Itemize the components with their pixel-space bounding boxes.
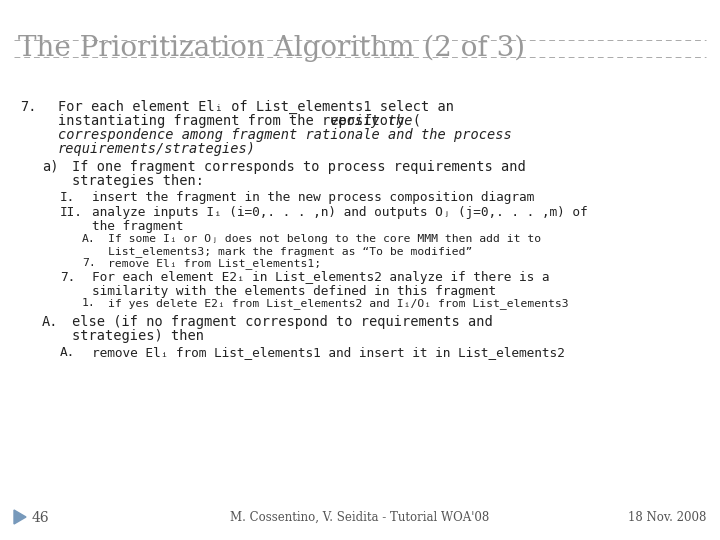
Text: For each element Elᵢ of List_elements1 select an: For each element Elᵢ of List_elements1 s… bbox=[58, 100, 454, 114]
Text: if yes delete E2ᵢ from List_elements2 and Iᵢ/Oᵢ from List_elements3: if yes delete E2ᵢ from List_elements2 an… bbox=[108, 298, 569, 309]
Text: If some Iᵢ or Oⱼ does not belong to the core MMM then add it to: If some Iᵢ or Oⱼ does not belong to the … bbox=[108, 234, 541, 244]
Text: verify the: verify the bbox=[330, 114, 413, 128]
Text: I.: I. bbox=[60, 191, 76, 204]
Text: correspondence among fragment rationale and the process: correspondence among fragment rationale … bbox=[58, 128, 512, 142]
Text: The Prioritization Algorithm (2 of 3): The Prioritization Algorithm (2 of 3) bbox=[18, 35, 525, 62]
Text: insert the fragment in the new process composition diagram: insert the fragment in the new process c… bbox=[92, 191, 534, 204]
Text: If one fragment corresponds to process requirements and: If one fragment corresponds to process r… bbox=[72, 160, 526, 174]
Text: strategies then:: strategies then: bbox=[72, 174, 204, 188]
Text: the fragment: the fragment bbox=[92, 220, 184, 233]
Text: strategies) then: strategies) then bbox=[72, 329, 204, 343]
Text: remove Elᵢ from List_elements1 and insert it in List_elements2: remove Elᵢ from List_elements1 and inser… bbox=[92, 346, 564, 359]
Text: remove Elᵢ from List_elements1;: remove Elᵢ from List_elements1; bbox=[108, 258, 321, 269]
Text: 7.: 7. bbox=[20, 100, 37, 114]
Text: M. Cossentino, V. Seidita - Tutorial WOA'08: M. Cossentino, V. Seidita - Tutorial WOA… bbox=[230, 511, 490, 524]
Text: a): a) bbox=[42, 160, 58, 174]
Text: II.: II. bbox=[60, 206, 83, 219]
Text: 1.: 1. bbox=[82, 298, 96, 308]
Text: instantiating fragment from the repository (: instantiating fragment from the reposito… bbox=[58, 114, 421, 128]
Text: similarity with the elements defined in this fragment: similarity with the elements defined in … bbox=[92, 285, 496, 298]
Text: 46: 46 bbox=[32, 511, 50, 525]
Text: A.: A. bbox=[82, 234, 96, 244]
Text: 7.: 7. bbox=[82, 258, 96, 268]
Polygon shape bbox=[14, 510, 26, 524]
Text: For each element E2ᵢ in List_elements2 analyze if there is a: For each element E2ᵢ in List_elements2 a… bbox=[92, 271, 549, 284]
Text: requirements/strategies): requirements/strategies) bbox=[58, 142, 256, 156]
Text: else (if no fragment correspond to requirements and: else (if no fragment correspond to requi… bbox=[72, 315, 492, 329]
Text: A.: A. bbox=[60, 346, 76, 359]
Text: A.: A. bbox=[42, 315, 58, 329]
Text: 7.: 7. bbox=[60, 271, 76, 284]
Text: 18 Nov. 2008: 18 Nov. 2008 bbox=[628, 511, 706, 524]
Text: analyze inputs Iᵢ (i=0,. . . ,n) and outputs Oⱼ (j=0,. . . ,m) of: analyze inputs Iᵢ (i=0,. . . ,n) and out… bbox=[92, 206, 588, 219]
Text: List_elements3; mark the fragment as “To be modified”: List_elements3; mark the fragment as “To… bbox=[108, 246, 472, 257]
